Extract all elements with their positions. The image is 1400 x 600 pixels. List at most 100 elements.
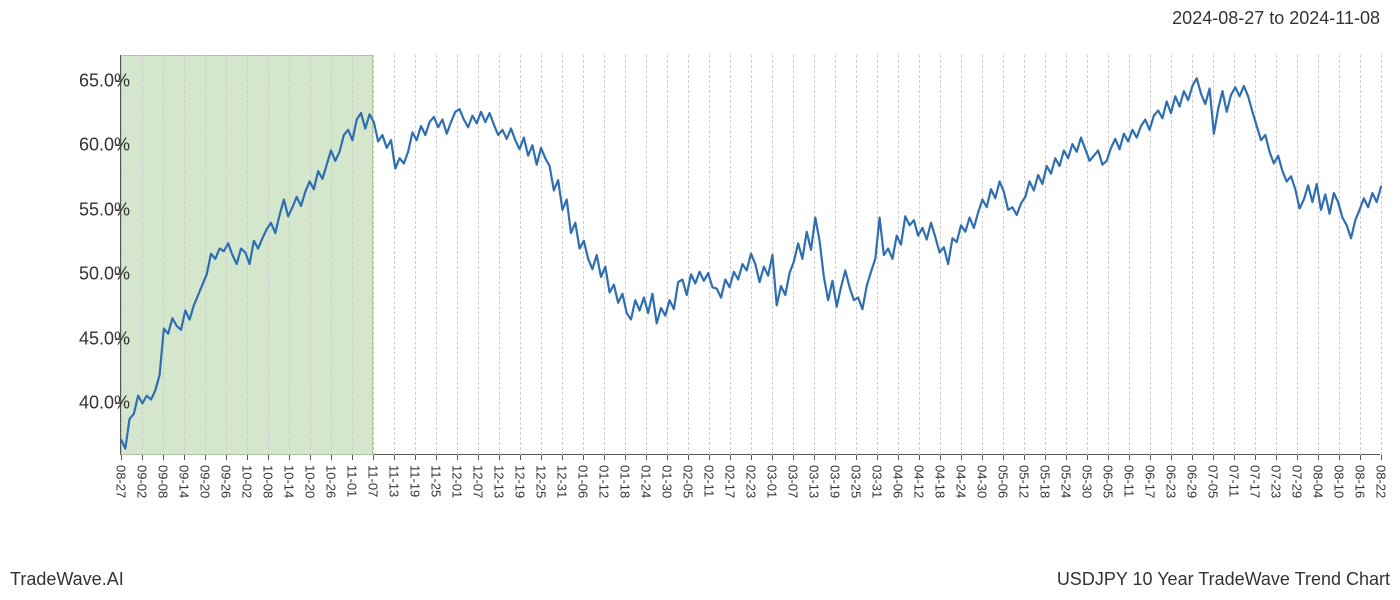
x-tick-label: 10-20 [303, 465, 318, 498]
x-tick-label: 05-30 [1080, 465, 1095, 498]
y-tick-label: 55.0% [30, 199, 130, 220]
x-tick-label: 01-24 [639, 465, 654, 498]
trend-line [121, 78, 1381, 448]
x-tick-label: 01-06 [576, 465, 591, 498]
x-tick-label: 09-26 [219, 465, 234, 498]
x-tick-mark [394, 455, 395, 460]
x-tick-mark [247, 455, 248, 460]
x-tick-label: 09-02 [135, 465, 150, 498]
x-tick-mark [730, 455, 731, 460]
x-tick-mark [1318, 455, 1319, 460]
x-tick-label: 07-29 [1290, 465, 1305, 498]
x-tick-label: 11-19 [408, 465, 423, 497]
y-tick-label: 65.0% [30, 70, 130, 91]
x-tick-mark [478, 455, 479, 460]
x-tick-mark [331, 455, 332, 460]
x-tick-mark [835, 455, 836, 460]
x-tick-mark [373, 455, 374, 460]
x-tick-label: 12-07 [471, 465, 486, 498]
x-tick-mark [268, 455, 269, 460]
y-tick-label: 60.0% [30, 135, 130, 156]
x-tick-label: 10-02 [240, 465, 255, 498]
grid-line [1381, 55, 1382, 455]
x-tick-label: 08-27 [114, 465, 129, 498]
x-tick-label: 01-12 [597, 465, 612, 498]
x-tick-mark [961, 455, 962, 460]
x-tick-label: 11-25 [429, 465, 444, 497]
x-tick-mark [184, 455, 185, 460]
x-tick-label: 12-25 [534, 465, 549, 498]
x-tick-label: 11-01 [345, 465, 360, 497]
x-tick-mark [226, 455, 227, 460]
x-tick-mark [772, 455, 773, 460]
x-tick-mark [1045, 455, 1046, 460]
x-tick-label: 04-24 [954, 465, 969, 498]
x-tick-mark [436, 455, 437, 460]
x-tick-mark [163, 455, 164, 460]
x-tick-mark [1087, 455, 1088, 460]
x-tick-mark [814, 455, 815, 460]
x-tick-label: 07-23 [1269, 465, 1284, 498]
x-tick-mark [646, 455, 647, 460]
x-tick-label: 06-17 [1143, 465, 1158, 498]
x-tick-label: 02-05 [681, 465, 696, 498]
x-tick-label: 12-19 [513, 465, 528, 498]
x-tick-mark [940, 455, 941, 460]
x-tick-mark [625, 455, 626, 460]
x-tick-mark [1297, 455, 1298, 460]
x-tick-label: 10-14 [282, 465, 297, 498]
x-tick-label: 02-17 [723, 465, 738, 498]
x-tick-mark [121, 455, 122, 460]
x-tick-mark [1003, 455, 1004, 460]
x-tick-label: 11-13 [387, 465, 402, 497]
x-tick-label: 03-19 [828, 465, 843, 498]
x-tick-mark [1339, 455, 1340, 460]
x-tick-label: 04-12 [912, 465, 927, 498]
x-tick-label: 08-04 [1311, 465, 1326, 498]
x-tick-label: 06-11 [1122, 465, 1137, 497]
x-tick-label: 06-29 [1185, 465, 1200, 498]
x-tick-label: 08-10 [1332, 465, 1347, 498]
x-tick-label: 01-18 [618, 465, 633, 498]
x-tick-mark [415, 455, 416, 460]
x-tick-label: 04-30 [975, 465, 990, 498]
x-tick-label: 03-13 [807, 465, 822, 498]
x-tick-mark [142, 455, 143, 460]
x-tick-label: 03-01 [765, 465, 780, 498]
x-tick-label: 12-31 [555, 465, 570, 498]
x-tick-label: 02-23 [744, 465, 759, 498]
x-tick-label: 03-31 [870, 465, 885, 498]
x-tick-mark [856, 455, 857, 460]
x-tick-mark [457, 455, 458, 460]
x-tick-label: 06-05 [1101, 465, 1116, 498]
x-tick-label: 09-20 [198, 465, 213, 498]
x-tick-label: 08-22 [1374, 465, 1389, 498]
x-tick-mark [688, 455, 689, 460]
x-tick-mark [898, 455, 899, 460]
x-tick-label: 09-14 [177, 465, 192, 498]
trend-chart: 08-2709-0209-0809-1409-2009-2610-0210-08… [120, 55, 1380, 485]
x-tick-label: 10-26 [324, 465, 339, 498]
x-tick-mark [1234, 455, 1235, 460]
x-tick-mark [1066, 455, 1067, 460]
x-tick-mark [520, 455, 521, 460]
y-tick-label: 40.0% [30, 393, 130, 414]
x-tick-mark [709, 455, 710, 460]
x-tick-mark [877, 455, 878, 460]
x-tick-mark [1381, 455, 1382, 460]
x-tick-mark [205, 455, 206, 460]
x-tick-label: 08-16 [1353, 465, 1368, 498]
x-tick-mark [1150, 455, 1151, 460]
x-tick-mark [1108, 455, 1109, 460]
x-tick-mark [352, 455, 353, 460]
x-tick-mark [541, 455, 542, 460]
x-tick-label: 01-30 [660, 465, 675, 498]
x-tick-mark [1255, 455, 1256, 460]
y-tick-label: 45.0% [30, 328, 130, 349]
x-tick-label: 04-18 [933, 465, 948, 498]
x-tick-label: 05-18 [1038, 465, 1053, 498]
plot-area: 08-2709-0209-0809-1409-2009-2610-0210-08… [120, 55, 1380, 455]
x-tick-mark [562, 455, 563, 460]
x-tick-mark [1360, 455, 1361, 460]
footer-brand: TradeWave.AI [10, 569, 124, 590]
